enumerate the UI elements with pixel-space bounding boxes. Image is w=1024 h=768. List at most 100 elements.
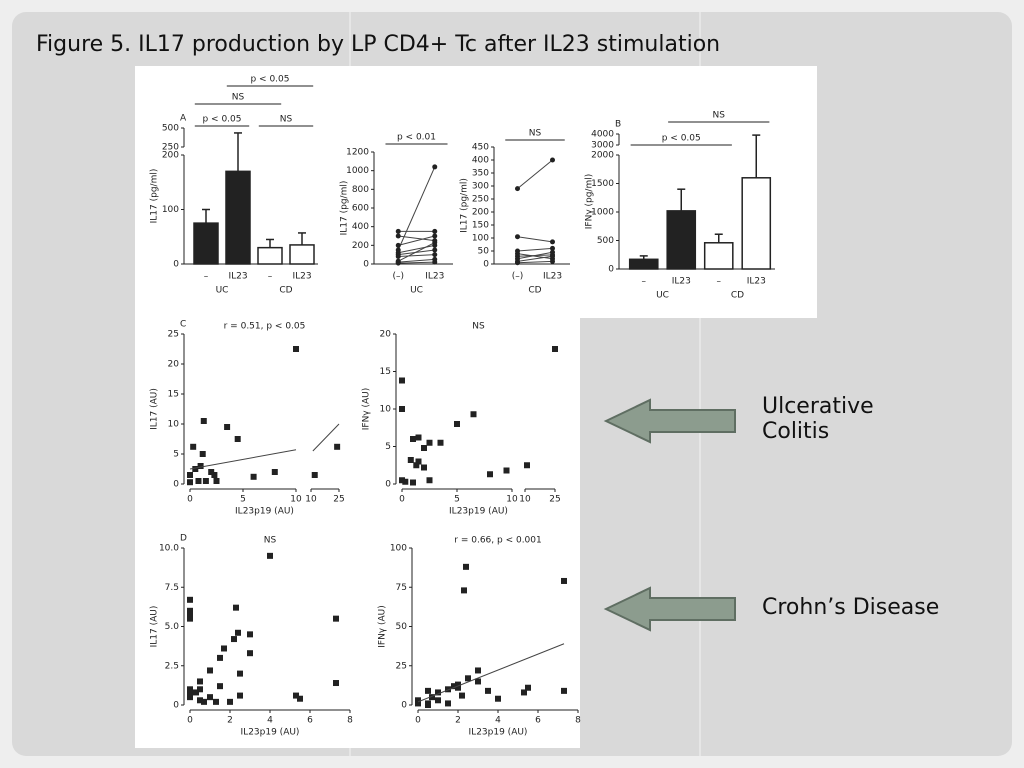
y-tick-label: 5.0	[165, 622, 180, 632]
y-tick-label: 20	[168, 360, 180, 370]
point	[445, 700, 451, 707]
slide-title: Figure 5. IL17 production by LP CD4+ Tc …	[36, 32, 721, 57]
point	[402, 478, 409, 485]
x-axis-label: IL23p19 (AU)	[235, 507, 294, 517]
point	[237, 692, 243, 699]
y-tick-label: 4000	[591, 130, 614, 140]
point	[395, 260, 401, 266]
point	[432, 259, 438, 265]
fit-line	[189, 449, 297, 470]
point	[202, 478, 209, 484]
point	[485, 687, 491, 694]
x-tick-label: (–)	[512, 272, 524, 282]
x-tick-label: 6	[307, 716, 313, 726]
pair-line	[398, 254, 435, 258]
point	[231, 636, 237, 643]
y-tick-label: 0	[173, 480, 179, 490]
y-tick-label: 15	[168, 390, 179, 400]
point	[192, 466, 199, 472]
point	[561, 687, 567, 694]
x-tick-label: 4	[495, 716, 501, 726]
point	[334, 443, 341, 450]
group-label: CD	[731, 291, 744, 301]
y-axis-label: IL17 (AU)	[150, 606, 160, 648]
x-axis-label: IL23p19 (AU)	[469, 728, 528, 738]
pair-line	[398, 235, 435, 242]
group-label: UC	[410, 286, 423, 296]
y-tick-label: 75	[396, 583, 407, 593]
y-tick-label: 600	[352, 204, 369, 214]
point	[475, 678, 481, 685]
point	[407, 457, 414, 463]
callout: Crohn’s Disease	[762, 595, 940, 620]
y-tick-label: 2000	[591, 151, 614, 161]
point	[197, 686, 203, 693]
point	[187, 694, 193, 701]
point	[250, 473, 257, 480]
point	[197, 697, 203, 704]
x-tick-label: IL23	[425, 272, 444, 282]
bar	[628, 258, 659, 270]
point	[455, 684, 461, 691]
point	[395, 254, 401, 260]
x-tick-label: 0	[399, 495, 405, 505]
point	[461, 587, 467, 594]
point	[187, 610, 193, 617]
bracket-label: NS	[232, 93, 245, 103]
bracket-label: p < 0.05	[662, 134, 701, 144]
point	[463, 563, 469, 570]
bar	[741, 177, 772, 270]
point	[187, 479, 193, 486]
y-tick-label: 0	[401, 701, 407, 711]
point	[221, 645, 227, 652]
y-tick-label: 20	[380, 330, 392, 340]
x-tick-label: 25	[549, 495, 560, 505]
group-label: UC	[216, 286, 229, 296]
x-tick-label: (–)	[392, 272, 404, 282]
y-tick-label: 3000	[591, 141, 614, 151]
point	[213, 478, 220, 484]
y-tick-label: 250	[472, 195, 489, 205]
point	[561, 577, 567, 584]
point	[432, 233, 438, 239]
point	[550, 157, 555, 163]
pair-line	[397, 166, 436, 251]
chart-title: r = 0.51, p < 0.05	[224, 322, 306, 332]
x-axis-label: IL23p19 (AU)	[241, 728, 300, 738]
point	[227, 698, 233, 705]
point	[432, 164, 438, 170]
point	[187, 615, 193, 622]
x-tick-label: 10	[305, 495, 317, 505]
y-tick-label: 200	[352, 241, 369, 251]
point	[410, 436, 416, 442]
bar	[703, 242, 734, 270]
y-tick-label: 400	[352, 222, 369, 232]
y-axis-label: IL17 (pg/ml)	[150, 169, 160, 224]
group-label: CD	[528, 286, 541, 296]
point	[333, 680, 339, 687]
point	[435, 697, 441, 704]
x-tick-label: 4	[267, 716, 273, 726]
arrow	[603, 586, 736, 632]
y-tick-label: 10	[380, 405, 392, 415]
bracket-label: p < 0.01	[397, 133, 436, 143]
y-tick-label: 5	[173, 450, 179, 460]
y-tick-label: 0	[608, 265, 614, 275]
point	[187, 596, 193, 603]
point	[426, 439, 433, 446]
point	[426, 477, 433, 484]
x-tick-label: 2	[455, 716, 461, 726]
x-tick-label: 6	[535, 716, 541, 726]
point	[435, 689, 441, 696]
y-tick-label: 0	[173, 701, 179, 711]
x-tick-label: 10	[290, 495, 302, 505]
point	[311, 472, 318, 478]
x-tick-label: 0	[187, 716, 193, 726]
y-tick-label: 0	[363, 260, 369, 270]
pair-line	[517, 251, 553, 260]
bar	[225, 170, 251, 265]
pair-line	[398, 261, 435, 264]
figure-panel	[135, 318, 580, 520]
point	[233, 604, 239, 611]
